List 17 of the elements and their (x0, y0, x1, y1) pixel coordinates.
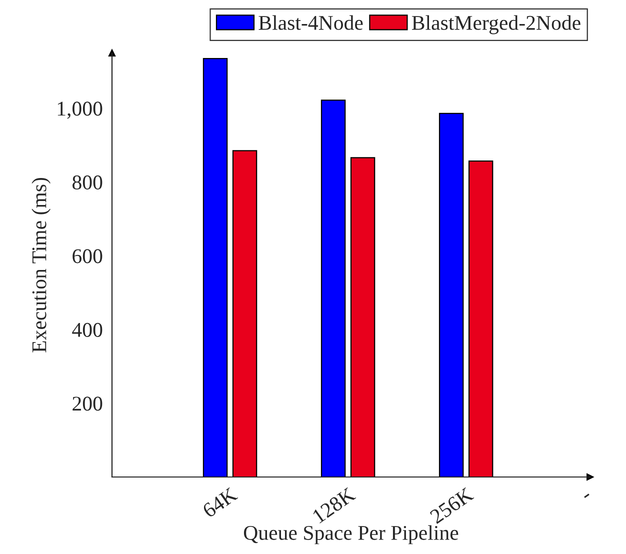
legend-label: BlastMerged-2Node (412, 15, 580, 34)
legend-label: Blast-4Node (258, 15, 363, 30)
y-tick-label: 800 (72, 175, 102, 190)
y-tick-label: 400 (72, 322, 102, 337)
y-tick-label: 200 (72, 396, 102, 411)
bar (202, 58, 228, 477)
bar (232, 150, 258, 477)
x-axis-title: Queue Space Per Pipeline (244, 525, 458, 544)
bar (320, 100, 346, 477)
y-tick-label: 1,000 (58, 102, 102, 119)
bar (468, 160, 494, 477)
y-tick-label: 600 (72, 249, 102, 264)
x-tick-label: 64K (202, 486, 238, 518)
y-axis-title: Execution Time (ms) (32, 178, 51, 352)
bar (350, 157, 376, 477)
x-tick-label: - (584, 494, 590, 498)
bar (438, 112, 464, 477)
